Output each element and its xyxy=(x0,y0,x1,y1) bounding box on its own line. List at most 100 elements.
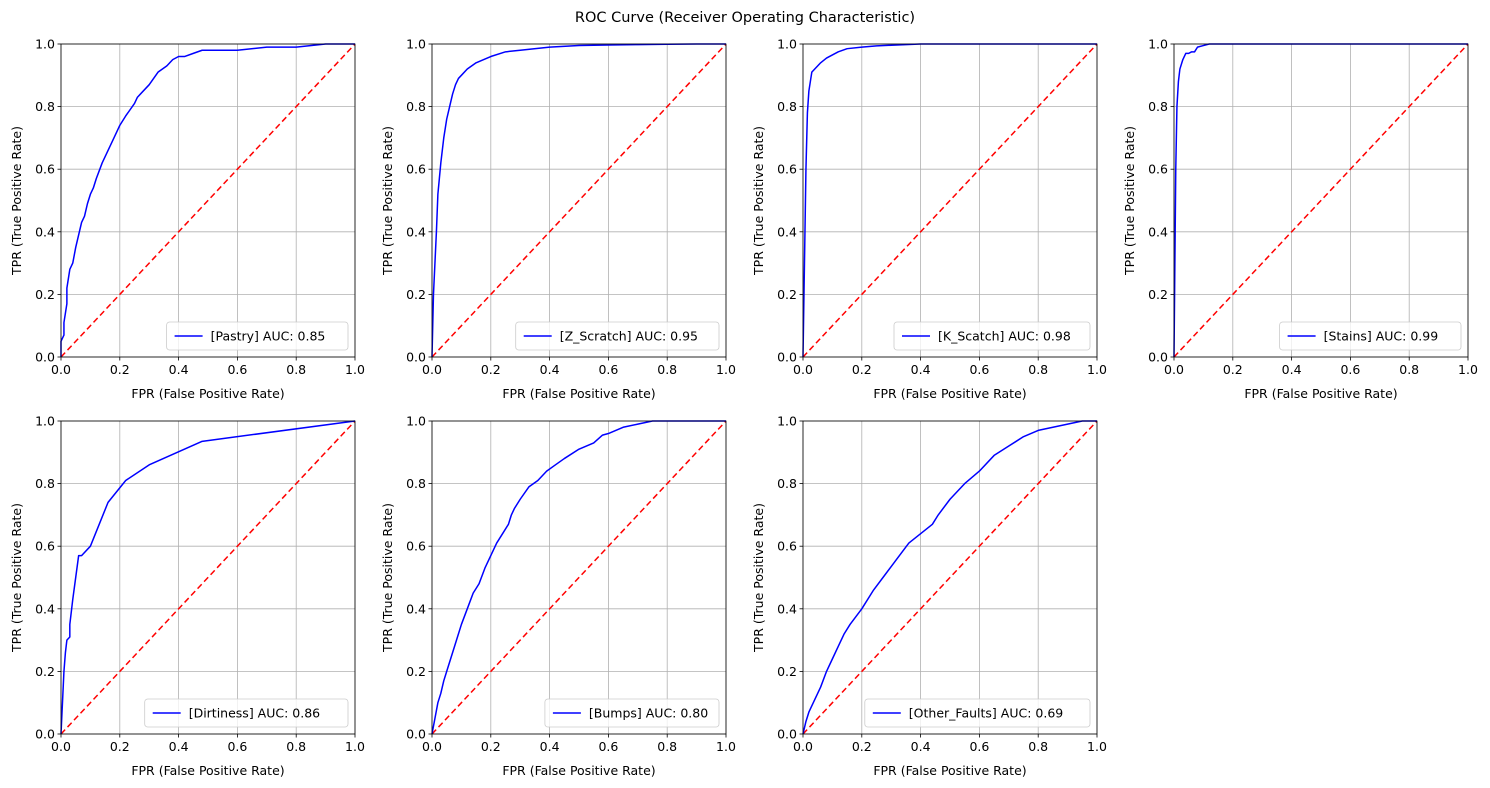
y-tick-label: 1.0 xyxy=(777,37,797,52)
diagonal-reference-line xyxy=(432,421,726,734)
x-tick-label: 0.0 xyxy=(1164,362,1184,377)
y-tick-label: 0.0 xyxy=(406,727,426,742)
y-tick-label: 1.0 xyxy=(1148,37,1168,52)
diagonal-reference-line xyxy=(1174,44,1468,357)
legend-label: [K_Scatch] AUC: 0.98 xyxy=(938,329,1071,344)
x-tick-label: 0.0 xyxy=(51,362,71,377)
x-tick-label: 0.2 xyxy=(852,362,872,377)
y-tick-label: 0.6 xyxy=(35,539,55,554)
legend-label: [Bumps] AUC: 0.80 xyxy=(589,706,708,721)
legend-label: [Other_Faults] AUC: 0.69 xyxy=(909,706,1063,721)
y-tick-label: 0.4 xyxy=(406,601,426,616)
y-tick-label: 0.6 xyxy=(777,162,797,177)
x-tick-label: 0.6 xyxy=(969,362,989,377)
x-tick-label: 0.8 xyxy=(1028,739,1048,754)
y-tick-label: 0.8 xyxy=(406,99,426,114)
y-axis-label: TPR (True Positive Rate) xyxy=(9,126,24,276)
axes-frame xyxy=(431,420,727,735)
axes-frame xyxy=(1173,43,1469,358)
x-tick-label: 0.6 xyxy=(598,362,618,377)
y-axis-label: TPR (True Positive Rate) xyxy=(751,126,766,276)
legend-box xyxy=(893,321,1091,351)
y-tick-label: 0.4 xyxy=(35,224,55,239)
legend-box xyxy=(544,698,720,728)
x-tick-label: 1.0 xyxy=(1087,362,1107,377)
x-axis-label: FPR (False Positive Rate) xyxy=(502,763,655,778)
y-tick-label: 1.0 xyxy=(35,37,55,52)
subplot-6: 0.0 0.2 0.4 0.6 0.8 1.0 0.0 0.2 0.4 0.6 0.8 1.0 FPR … xyxy=(380,414,736,779)
legend-label: [Dirtiness] AUC: 0.86 xyxy=(189,706,320,721)
x-axis-label: FPR (False Positive Rate) xyxy=(873,386,1026,401)
legend-label: [Pastry] AUC: 0.85 xyxy=(211,329,326,344)
axes-frame xyxy=(802,420,1098,735)
y-tick-label: 0.8 xyxy=(777,99,797,114)
diagonal-reference-line xyxy=(61,44,355,357)
diagonal-reference-line xyxy=(432,44,726,357)
x-tick-label: 0.6 xyxy=(598,739,618,754)
y-tick-label: 0.6 xyxy=(406,162,426,177)
y-tick-label: 0.4 xyxy=(406,224,426,239)
roc-curve xyxy=(431,43,726,358)
roc-curve xyxy=(60,420,356,735)
y-tick-label: 1.0 xyxy=(35,414,55,429)
x-tick-label: 0.2 xyxy=(481,362,501,377)
y-axis-label: TPR (True Positive Rate) xyxy=(1122,126,1137,276)
x-tick-label: 0.4 xyxy=(169,739,189,754)
x-tick-label: 1.0 xyxy=(1458,362,1478,377)
y-axis-label: TPR (True Positive Rate) xyxy=(380,126,395,276)
legend-label: [Stains] AUC: 0.99 xyxy=(1324,329,1439,344)
x-tick-label: 0.4 xyxy=(540,362,560,377)
diagonal-reference-line xyxy=(803,421,1097,734)
figure-title: ROC Curve (Receiver Operating Characteri… xyxy=(575,10,915,26)
x-tick-label: 0.8 xyxy=(286,739,306,754)
y-tick-label: 0.2 xyxy=(777,664,797,679)
subplot-2: 0.0 0.2 0.4 0.6 0.8 1.0 0.0 0.2 0.4 0.6 0.8 1.0 FPR … xyxy=(380,37,736,402)
x-tick-label: 1.0 xyxy=(716,362,736,377)
subplot-5: 0.0 0.2 0.4 0.6 0.8 1.0 0.0 0.2 0.4 0.6 0.8 1.0 FPR … xyxy=(9,414,365,779)
diagonal-reference-line xyxy=(803,44,1097,357)
x-tick-label: 0.2 xyxy=(1223,362,1243,377)
y-tick-label: 0.6 xyxy=(406,539,426,554)
x-tick-label: 1.0 xyxy=(345,362,365,377)
y-tick-label: 0.6 xyxy=(777,539,797,554)
diagonal-reference-line xyxy=(61,421,355,734)
legend-box xyxy=(144,698,349,728)
x-tick-label: 0.4 xyxy=(911,739,931,754)
y-tick-label: 0.4 xyxy=(1148,224,1168,239)
y-tick-label: 0.0 xyxy=(35,727,55,742)
y-tick-label: 0.0 xyxy=(1148,350,1168,365)
x-tick-label: 0.8 xyxy=(286,362,306,377)
x-axis-label: FPR (False Positive Rate) xyxy=(502,386,655,401)
y-tick-label: 1.0 xyxy=(777,414,797,429)
subplot-grid: 0.0 0.2 0.4 0.6 0.8 1.0 0.0 0.2 0.4 0.6 0.8 1.0 FPR … xyxy=(9,37,1478,779)
y-tick-label: 0.2 xyxy=(406,664,426,679)
y-tick-label: 0.8 xyxy=(1148,99,1168,114)
roc-curve xyxy=(431,420,726,735)
y-tick-label: 1.0 xyxy=(406,414,426,429)
y-axis-label: TPR (True Positive Rate) xyxy=(9,503,24,653)
roc-curve xyxy=(60,43,355,357)
x-tick-label: 0.6 xyxy=(227,362,247,377)
x-tick-label: 0.8 xyxy=(1028,362,1048,377)
y-tick-label: 0.0 xyxy=(777,350,797,365)
axes-frame xyxy=(60,43,356,358)
x-tick-label: 0.8 xyxy=(657,362,677,377)
y-tick-label: 0.4 xyxy=(35,601,55,616)
legend-box xyxy=(864,698,1091,728)
y-tick-label: 1.0 xyxy=(406,37,426,52)
roc-curve xyxy=(802,420,1097,735)
x-tick-label: 0.8 xyxy=(1399,362,1419,377)
y-tick-label: 0.8 xyxy=(406,476,426,491)
x-tick-label: 0.4 xyxy=(1282,362,1302,377)
x-axis-label: FPR (False Positive Rate) xyxy=(873,763,1026,778)
x-tick-label: 0.0 xyxy=(793,362,813,377)
x-tick-label: 0.4 xyxy=(540,739,560,754)
axes-frame xyxy=(802,43,1098,358)
y-tick-label: 0.2 xyxy=(406,287,426,302)
y-tick-label: 0.2 xyxy=(1148,287,1168,302)
y-tick-label: 0.2 xyxy=(35,664,55,679)
x-tick-label: 1.0 xyxy=(716,739,736,754)
x-tick-label: 0.6 xyxy=(969,739,989,754)
legend-box xyxy=(515,321,720,351)
x-axis-label: FPR (False Positive Rate) xyxy=(131,386,284,401)
